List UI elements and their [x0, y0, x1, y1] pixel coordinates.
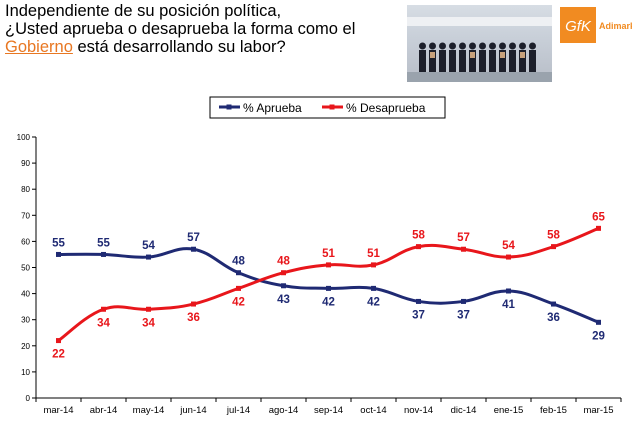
y-tick-label: 0: [26, 394, 31, 403]
people-figures: [419, 42, 536, 78]
x-tick-label: oct-14: [360, 405, 386, 416]
data-point-aprueba: [236, 270, 241, 276]
data-label-aprueba: 54: [142, 240, 155, 252]
data-point-desaprueba: [191, 301, 196, 307]
x-tick-label: nov-14: [404, 405, 433, 416]
question-line-3: Gobierno está desarrollando su labor?: [5, 38, 405, 56]
data-point-desaprueba: [56, 338, 61, 344]
data-point-aprueba: [596, 319, 601, 325]
data-label-desaprueba: 51: [367, 248, 380, 260]
data-label-aprueba: 42: [322, 296, 335, 308]
data-point-desaprueba: [101, 306, 106, 312]
data-label-aprueba: 42: [367, 296, 380, 308]
approval-line-chart: % Aprueba % Desaprueba 0 10 20 30 40 50 60 70 80…: [17, 96, 622, 416]
data-label-desaprueba: 57: [457, 232, 470, 244]
data-point-aprueba: [146, 254, 151, 260]
legend-label-desaprueba: % Desaprueba: [346, 101, 426, 115]
legend-label-aprueba: % Aprueba: [243, 101, 302, 115]
data-point-desaprueba: [596, 225, 601, 231]
data-point-desaprueba: [551, 244, 556, 250]
y-tick-label: 10: [21, 368, 30, 377]
question-line-2: ¿Usted aprueba o desaprueba la forma com…: [5, 20, 356, 38]
x-tick-label: jun-14: [179, 405, 206, 416]
question-line-1: Independiente de su posición política,: [5, 2, 282, 20]
data-point-desaprueba: [461, 246, 466, 252]
y-tick-label: 90: [21, 159, 30, 168]
y-tick-label: 50: [21, 264, 30, 273]
data-label-desaprueba: 51: [322, 248, 335, 260]
data-point-aprueba: [461, 298, 466, 304]
data-point-aprueba: [191, 246, 196, 252]
x-tick-label: sep-14: [314, 405, 343, 416]
series-line-desaprueba: [57, 226, 600, 342]
data-label-aprueba: 37: [457, 309, 470, 321]
data-point-desaprueba: [371, 262, 376, 268]
data-label-desaprueba: 58: [412, 230, 425, 242]
data-label-desaprueba: 54: [502, 240, 515, 252]
data-point-aprueba: [416, 298, 421, 304]
data-label-desaprueba: 22: [52, 349, 65, 361]
data-label-desaprueba: 42: [232, 296, 245, 308]
chart-legend: % Aprueba % Desaprueba: [209, 96, 446, 119]
y-tick-label: 30: [21, 316, 30, 325]
data-label-aprueba: 55: [97, 237, 110, 249]
data-label-aprueba: 29: [592, 330, 605, 342]
data-label-aprueba: 55: [52, 237, 65, 249]
data-point-aprueba: [551, 301, 556, 307]
chart-series: 55 55 54 57 48 43 42 42 37 37 41 36 29 22 34 34 36 42 48 51…: [52, 211, 605, 360]
y-tick-label: 40: [21, 290, 30, 299]
data-label-aprueba: 37: [412, 309, 425, 321]
x-tick-label: ago-14: [269, 405, 299, 416]
data-point-desaprueba: [416, 244, 421, 250]
x-tick-label: dic-14: [451, 405, 477, 416]
group-photo-image: [407, 5, 552, 82]
data-point-desaprueba: [281, 270, 286, 276]
logo-name-text: Adimark: [599, 21, 632, 31]
data-label-desaprueba: 65: [592, 211, 605, 223]
y-tick-label: 60: [21, 237, 30, 246]
data-point-aprueba: [326, 285, 331, 291]
x-tick-label: jul-14: [226, 405, 250, 416]
x-tick-label: abr-14: [90, 405, 117, 416]
y-tick-label: 80: [21, 185, 30, 194]
data-point-desaprueba: [506, 254, 511, 260]
data-point-desaprueba: [236, 285, 241, 291]
gfk-adimark-logo: GfK Adimark: [560, 7, 632, 43]
data-label-aprueba: 43: [277, 294, 290, 306]
data-label-desaprueba: 48: [277, 256, 290, 268]
data-label-aprueba: 48: [232, 256, 245, 268]
x-tick-label: ene-15: [494, 405, 524, 416]
legend-marker-desaprueba: [329, 104, 335, 110]
x-tick-label: feb-15: [540, 405, 567, 416]
y-tick-label: 70: [21, 211, 30, 220]
legend-marker-aprueba: [226, 104, 232, 110]
data-point-aprueba: [281, 283, 286, 289]
data-point-aprueba: [371, 285, 376, 291]
chart-axes: 0 10 20 30 40 50 60 70 80 90 100 mar-14 abr-14 may-14…: [17, 133, 622, 416]
data-point-aprueba: [506, 288, 511, 294]
logo-square: [560, 7, 596, 43]
x-tick-label: may-14: [133, 405, 165, 416]
data-point-aprueba: [56, 251, 61, 257]
data-label-desaprueba: 34: [142, 317, 155, 329]
y-tick-label: 100: [17, 133, 31, 142]
y-tick-label: 20: [21, 342, 30, 351]
data-point-aprueba: [101, 251, 106, 257]
question-text: Independiente de su posición política, ¿…: [5, 2, 405, 56]
data-label-aprueba: 41: [502, 299, 515, 311]
photo-banner: [407, 17, 552, 26]
gobierno-link[interactable]: Gobierno: [5, 38, 73, 56]
data-point-desaprueba: [146, 306, 151, 312]
x-tick-label: mar-15: [583, 405, 613, 416]
data-label-desaprueba: 34: [97, 317, 110, 329]
data-point-desaprueba: [326, 262, 331, 268]
x-tick-label: mar-14: [43, 405, 73, 416]
question-line-3-rest: está desarrollando su labor?: [72, 38, 286, 56]
photo-floor: [407, 72, 552, 82]
data-label-aprueba: 36: [547, 312, 560, 324]
logo-brand-text: GfK: [565, 18, 592, 35]
data-label-desaprueba: 36: [187, 312, 200, 324]
data-label-desaprueba: 58: [547, 230, 560, 242]
data-label-aprueba: 57: [187, 232, 200, 244]
